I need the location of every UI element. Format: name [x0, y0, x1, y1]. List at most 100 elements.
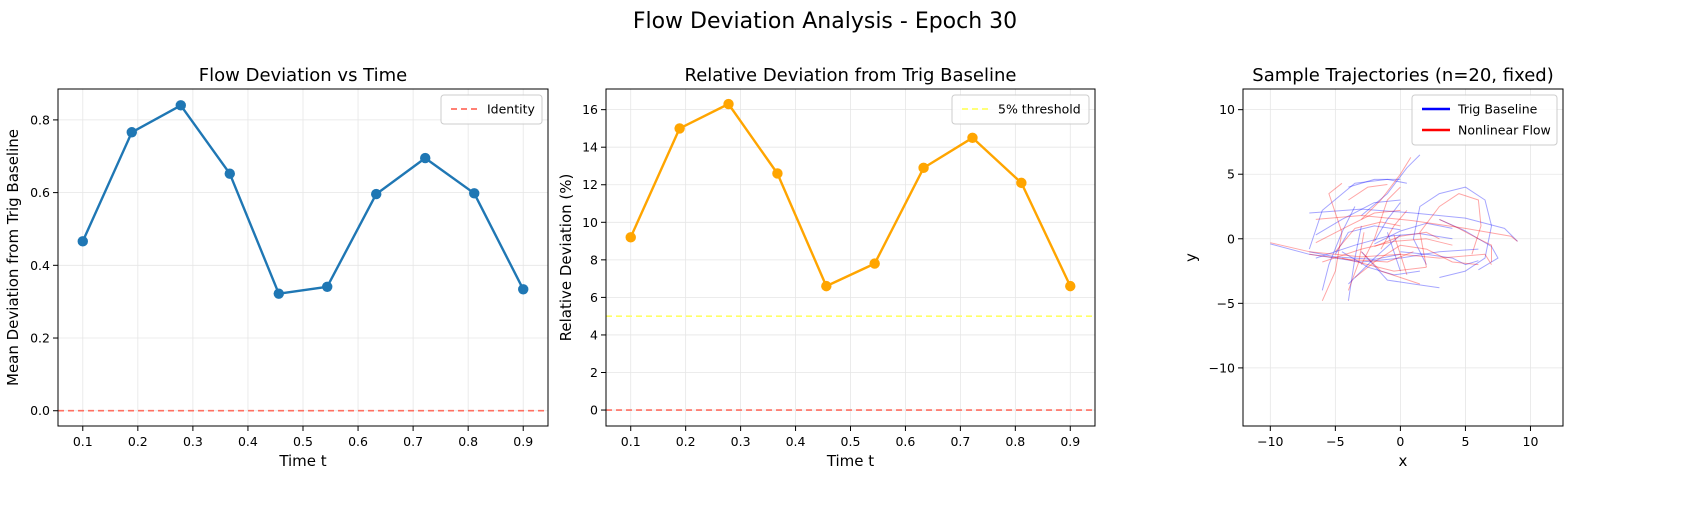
trajectory-line: [1309, 251, 1401, 260]
trajectory-line: [1361, 251, 1421, 285]
data-point: [224, 168, 235, 179]
axes-frame: [1242, 88, 1564, 427]
trajectory-line: [1321, 182, 1343, 302]
legend-box: [951, 94, 1090, 125]
x-tick-label: 0.6: [348, 434, 368, 449]
x-tick-label: 0.5: [293, 434, 313, 449]
x-tick-label: 0.5: [841, 434, 861, 449]
y-tick-label: −5: [1217, 296, 1235, 311]
trajectory-line: [1354, 244, 1401, 278]
y-tick-label: 14: [582, 140, 598, 155]
x-axis-label: Time t: [826, 452, 874, 470]
data-point: [518, 284, 529, 295]
data-point: [273, 288, 284, 299]
y-tick-label: 4: [590, 327, 598, 342]
x-axis-label: Time t: [278, 452, 326, 470]
x-tick-label: 0.9: [513, 434, 533, 449]
chart-title: Sample Trajectories (n=20, fixed): [1252, 65, 1553, 86]
data-point: [967, 132, 978, 144]
trajectory-line: [1412, 186, 1492, 278]
y-axis-label: y: [1182, 253, 1200, 262]
x-tick-label: 0.3: [731, 434, 751, 449]
data-point: [869, 258, 880, 269]
y-tick-label: 8: [590, 252, 598, 267]
x-tick-label: 0.4: [786, 434, 806, 449]
panel-sample-trajectories: −10 −5 0 5 10 −10 −5 0 5 10 Sample Trajectories (n…: [1182, 65, 1564, 470]
legend-label: Identity: [487, 102, 536, 117]
series-line: [81, 104, 525, 295]
trajectory-line: [1347, 225, 1362, 301]
trajectory-line: [1308, 178, 1407, 250]
data-point: [1065, 280, 1076, 292]
x-tick-label: −10: [1257, 434, 1283, 449]
trajectory-line: [1400, 251, 1479, 266]
data-layer: [58, 100, 548, 412]
trajectory-line: [1315, 199, 1401, 236]
trajectory-line: [1315, 209, 1401, 244]
legend-box: [440, 94, 543, 125]
figure-title: Flow Deviation Analysis - Epoch 30: [633, 9, 1017, 34]
trajectory-line: [1373, 202, 1401, 242]
trajectory-line: [1361, 154, 1421, 216]
y-tick-label: 0.2: [30, 331, 50, 346]
x-tick-label: 0.7: [403, 434, 423, 449]
legend-label: 5% threshold: [998, 102, 1081, 117]
trajectory-line: [1400, 244, 1479, 266]
legend-label: Nonlinear Flow: [1458, 123, 1551, 138]
chart-title: Relative Deviation from Trig Baseline: [685, 65, 1017, 86]
data-point: [322, 281, 333, 292]
data-point: [77, 236, 88, 247]
y-axis-label: Relative Deviation (%): [557, 174, 575, 342]
trajectory-line: [1334, 225, 1401, 255]
panel-relative-deviation: 0.1 0.2 0.3 0.4 0.5 0.6 0.7 0.8 0.9 0 2 4 6 8 10 12 14 16…: [557, 65, 1096, 470]
x-tick-label: 0.2: [128, 434, 148, 449]
x-tick-label: 0.2: [676, 434, 696, 449]
x-tick-label: 0.8: [458, 434, 478, 449]
y-tick-label: 0.6: [30, 185, 50, 200]
trajectory-line: [1335, 221, 1401, 253]
legend-label: Trig Baseline: [1457, 102, 1538, 117]
data-point: [918, 162, 929, 174]
x-tick-label: 0.7: [950, 434, 970, 449]
chart-title: Flow Deviation vs Time: [199, 65, 407, 86]
y-tick-label: 5: [1227, 167, 1235, 182]
data-layer: [606, 98, 1095, 411]
data-point: [371, 188, 382, 200]
trajectory-line: [1348, 234, 1401, 285]
panel-flow-deviation: 0.1 0.2 0.3 0.4 0.5 0.6 0.7 0.8 0.9 0.0 0.2 0.4 0.6 0…: [4, 65, 549, 470]
legend: 5% threshold: [951, 94, 1090, 125]
data-point: [772, 168, 783, 179]
trajectory-line: [1348, 184, 1388, 201]
data-point: [469, 188, 480, 199]
x-axis-label: x: [1399, 452, 1408, 470]
trajectory-line: [1315, 215, 1518, 242]
trajectory-line: [1347, 232, 1365, 291]
data-point: [1016, 177, 1027, 189]
x-tick-label: 0.1: [621, 434, 641, 449]
x-tick-label: 0.1: [73, 434, 93, 449]
y-axis-label: Mean Deviation from Trig Baseline: [4, 129, 22, 386]
data-point: [625, 232, 636, 243]
x-tick-label: 0.3: [183, 434, 203, 449]
trajectory-line: [1374, 222, 1453, 245]
data-point: [126, 127, 137, 138]
data-point: [175, 100, 186, 111]
y-tick-label: 6: [590, 290, 598, 305]
trajectory-line: [1419, 193, 1482, 268]
trajectory-line: [1439, 218, 1499, 271]
data-layer: [1270, 154, 1518, 302]
trajectory-line: [1439, 218, 1492, 262]
y-tick-label: 0.8: [30, 112, 50, 127]
data-point: [420, 152, 431, 164]
trajectory-line: [1360, 186, 1401, 265]
trajectory-line: [1361, 157, 1412, 220]
y-tick-label: 16: [582, 102, 598, 117]
trajectory-line: [1341, 257, 1427, 272]
y-tick-label: 2: [590, 365, 598, 380]
trajectory-line: [1386, 232, 1401, 272]
trajectory-line: [1361, 251, 1440, 289]
trajectory-line: [1393, 234, 1408, 276]
legend: Identity: [440, 94, 543, 125]
y-tick-label: 10: [1219, 102, 1235, 117]
